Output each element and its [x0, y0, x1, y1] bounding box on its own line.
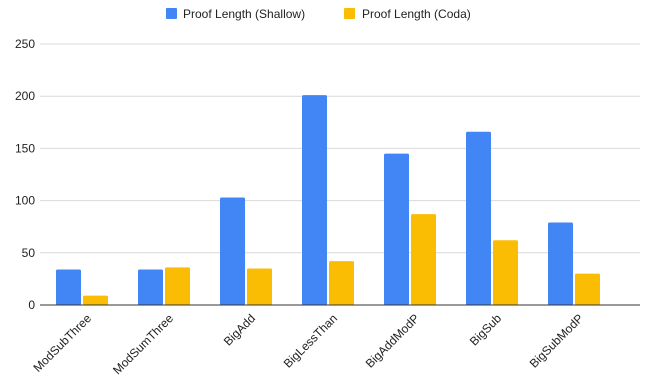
x-tick-label: ModSumThree: [110, 311, 176, 377]
y-tick-label: 200: [15, 89, 35, 103]
legend-label-shallow: Proof Length (Shallow): [183, 7, 305, 21]
bar-coda: [165, 267, 190, 305]
bars: [56, 95, 600, 305]
x-tick-label: BigAddModP: [363, 311, 422, 370]
bar-shallow: [548, 222, 573, 305]
x-axis-ticks: ModSubThree ModSumThree BigAdd BigLessThan B…: [30, 311, 586, 377]
x-tick-label: BigAdd: [221, 311, 258, 348]
bar-shallow: [466, 131, 491, 305]
x-tick-label: BigLessThan: [281, 311, 340, 370]
y-tick-label: 150: [15, 141, 35, 155]
bar-coda: [493, 240, 518, 305]
bar-shallow: [220, 197, 245, 305]
legend-swatch-coda: [344, 8, 355, 19]
y-tick-label: 100: [15, 194, 35, 208]
x-tick-label: BigSub: [467, 311, 504, 348]
legend-label-coda: Proof Length (Coda): [362, 7, 471, 21]
legend: Proof Length (Shallow) Proof Length (Cod…: [166, 7, 471, 21]
y-tick-label: 50: [22, 246, 36, 260]
gridlines: [40, 43, 640, 254]
bar-shallow: [138, 269, 163, 305]
y-tick-label: 0: [28, 298, 35, 312]
bar-coda: [329, 261, 354, 305]
x-tick-label: BigSubModP: [527, 311, 586, 370]
legend-swatch-shallow: [166, 8, 177, 19]
y-axis-ticks: 0 50 100 150 200 250: [15, 37, 35, 312]
bar-coda: [411, 214, 436, 305]
bar-coda: [575, 273, 600, 305]
bar-shallow: [56, 269, 81, 305]
bar-coda: [83, 295, 108, 305]
bar-shallow: [384, 153, 409, 305]
x-tick-label: ModSubThree: [30, 311, 94, 375]
y-tick-label: 250: [15, 37, 35, 51]
bar-shallow: [302, 95, 327, 305]
bar-coda: [247, 268, 272, 305]
